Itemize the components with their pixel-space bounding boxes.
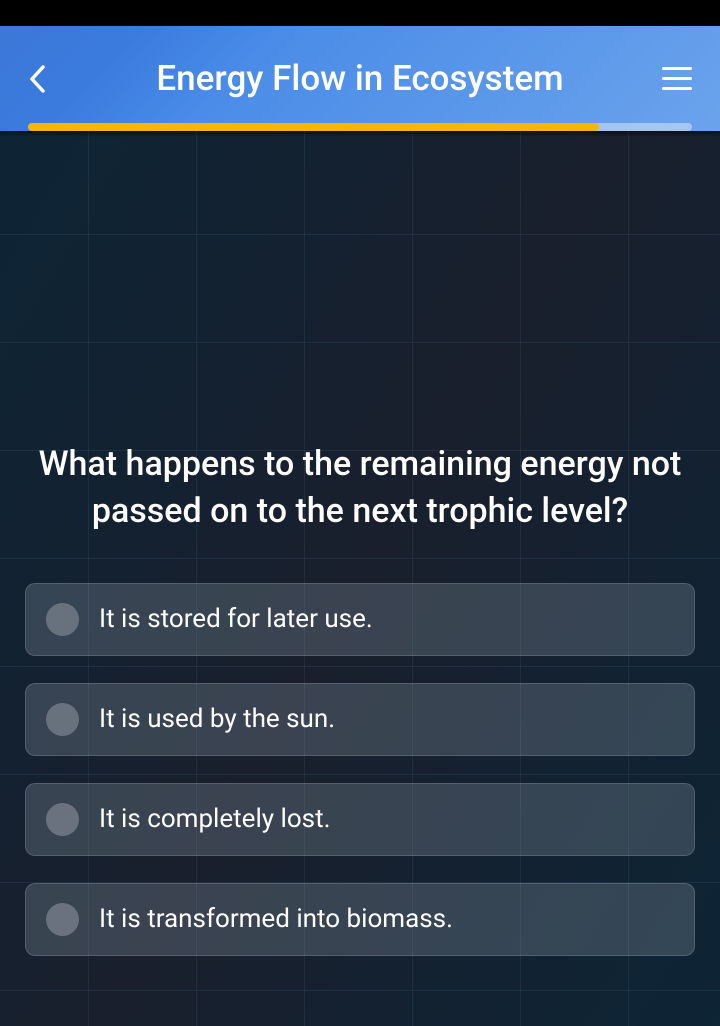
chevron-left-icon: [28, 64, 46, 94]
option-label: It is transformed into biomass.: [99, 904, 453, 934]
options-list: It is stored for later use. It is used b…: [25, 583, 695, 956]
option-label: It is stored for later use.: [99, 604, 373, 634]
progress-fill: [28, 123, 599, 131]
radio-icon: [46, 603, 79, 636]
option-item[interactable]: It is transformed into biomass.: [25, 883, 695, 956]
option-item[interactable]: It is used by the sun.: [25, 683, 695, 756]
header: Energy Flow in Ecosystem: [0, 26, 720, 131]
hamburger-icon: [662, 87, 692, 90]
option-item[interactable]: It is stored for later use.: [25, 583, 695, 656]
menu-button[interactable]: [652, 67, 692, 90]
radio-icon: [46, 703, 79, 736]
hamburger-icon: [662, 77, 692, 80]
status-bar: [0, 0, 720, 26]
page-title: Energy Flow in Ecosystem: [68, 58, 652, 99]
option-item[interactable]: It is completely lost.: [25, 783, 695, 856]
progress-bar: [28, 123, 692, 131]
back-button[interactable]: [28, 64, 68, 94]
hamburger-icon: [662, 67, 692, 70]
option-label: It is used by the sun.: [99, 704, 335, 734]
radio-icon: [46, 903, 79, 936]
option-label: It is completely lost.: [99, 804, 330, 834]
radio-icon: [46, 803, 79, 836]
content-area: What happens to the remaining energy not…: [0, 131, 720, 1026]
question-text: What happens to the remaining energy not…: [25, 441, 695, 535]
